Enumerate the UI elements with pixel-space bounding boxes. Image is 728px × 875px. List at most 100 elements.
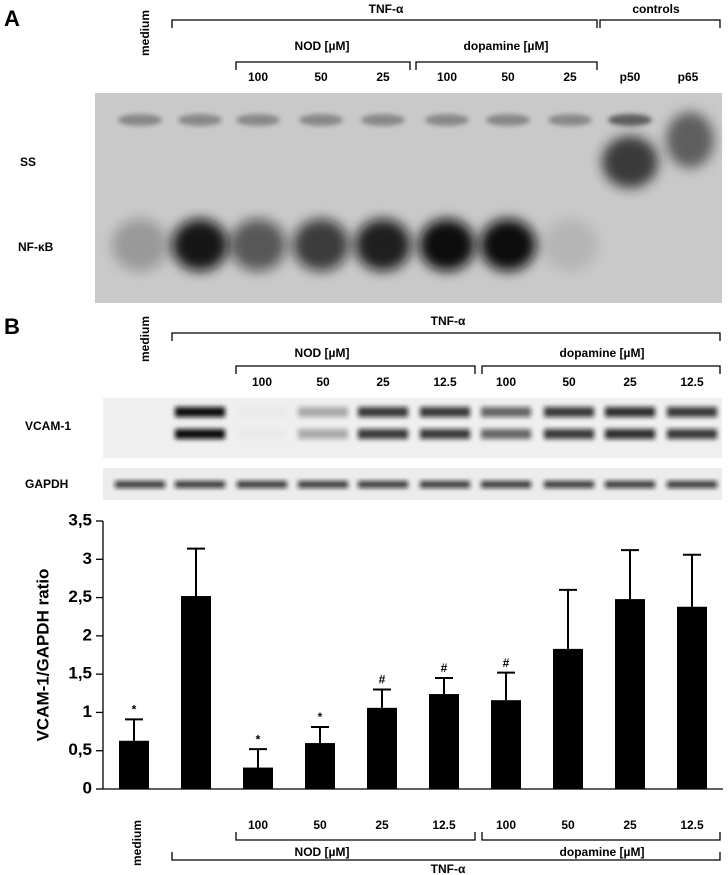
blot-band bbox=[298, 429, 348, 439]
blot-band bbox=[358, 429, 408, 439]
lane-label: 12.5 bbox=[680, 375, 704, 389]
band-label: NF-κB bbox=[18, 240, 54, 254]
lane-label: 100 bbox=[496, 375, 516, 389]
x-tick-label: 100 bbox=[496, 818, 516, 832]
band-label: SS bbox=[20, 155, 36, 169]
blot-band bbox=[237, 429, 287, 439]
x-tick-label: 50 bbox=[313, 818, 327, 832]
blot-band bbox=[667, 429, 717, 439]
x-tick-label: 12.5 bbox=[432, 818, 456, 832]
gel-band bbox=[118, 114, 162, 126]
y-tick-label: 3,5 bbox=[68, 510, 92, 529]
gel-band bbox=[548, 114, 592, 126]
lane-label: 50 bbox=[562, 375, 576, 389]
gel-band bbox=[602, 136, 658, 188]
blot-band bbox=[605, 429, 655, 439]
bracket bbox=[171, 19, 721, 70]
lane-label: 25 bbox=[376, 375, 390, 389]
lane-label: 25 bbox=[376, 70, 390, 84]
lane-label: 100 bbox=[248, 70, 268, 84]
blot-band bbox=[175, 407, 225, 417]
blot-band bbox=[420, 407, 470, 417]
blot-band bbox=[544, 429, 594, 439]
lane-label: 25 bbox=[623, 375, 637, 389]
x-tick-label: 25 bbox=[375, 818, 389, 832]
bar bbox=[615, 599, 645, 789]
y-axis-label: VCAM-1/GAPDH ratio bbox=[33, 569, 52, 742]
bar bbox=[367, 707, 397, 789]
blot-band bbox=[544, 407, 594, 417]
lane-label: p50 bbox=[620, 70, 641, 84]
gel-band bbox=[172, 219, 228, 271]
group-label: NOD [µM] bbox=[295, 845, 350, 859]
gel-band bbox=[230, 219, 286, 271]
lane-label: 100 bbox=[437, 70, 457, 84]
annotation: * bbox=[256, 732, 261, 746]
bracket bbox=[171, 332, 721, 374]
blot-band bbox=[481, 481, 531, 488]
group-label: controls bbox=[632, 2, 680, 16]
group-label: dopamine [µM] bbox=[560, 845, 645, 859]
lane-label: 50 bbox=[316, 375, 330, 389]
annotation: # bbox=[503, 656, 510, 670]
lane-label: medium bbox=[138, 316, 152, 362]
gel-band bbox=[299, 114, 343, 126]
blot-band bbox=[175, 429, 225, 439]
gel-band bbox=[542, 219, 598, 271]
bar bbox=[181, 596, 211, 789]
x-tick-label: 25 bbox=[623, 818, 637, 832]
gel-band bbox=[112, 219, 168, 271]
group-label: NOD [µM] bbox=[295, 39, 350, 53]
blot-label: GAPDH bbox=[25, 477, 68, 491]
bracket bbox=[171, 832, 721, 861]
blot-band bbox=[667, 407, 717, 417]
error-bar bbox=[559, 588, 577, 649]
blot-band bbox=[420, 481, 470, 488]
gel-band bbox=[608, 114, 652, 126]
group-label: TNF-α bbox=[431, 314, 466, 328]
error-bar bbox=[249, 748, 267, 768]
blot-band bbox=[420, 429, 470, 439]
x-tick-label: medium bbox=[130, 820, 144, 866]
x-tick-label: 50 bbox=[561, 818, 575, 832]
blot-band bbox=[605, 407, 655, 417]
blot-band bbox=[544, 481, 594, 488]
blot-band bbox=[481, 429, 531, 439]
blot-band bbox=[605, 481, 655, 488]
blot-label: VCAM-1 bbox=[25, 419, 71, 433]
gel-band bbox=[236, 114, 280, 126]
gel-band bbox=[178, 114, 222, 126]
blot-band bbox=[175, 481, 225, 488]
panel-label: A bbox=[4, 6, 20, 31]
gel-band bbox=[361, 114, 405, 126]
gel-band bbox=[293, 219, 349, 271]
error-bar bbox=[435, 676, 453, 695]
lane-label: 100 bbox=[252, 375, 272, 389]
gel-band bbox=[480, 219, 536, 271]
error-bar bbox=[497, 671, 515, 701]
annotation: * bbox=[318, 710, 323, 724]
blot-band bbox=[667, 481, 717, 488]
blot-band bbox=[481, 407, 531, 417]
bar bbox=[491, 700, 521, 789]
error-bar bbox=[187, 547, 205, 597]
gel-band bbox=[486, 114, 530, 126]
gel-band bbox=[419, 219, 475, 271]
y-tick-label: 2 bbox=[83, 625, 92, 644]
group-label: dopamine [µM] bbox=[560, 346, 645, 360]
bar bbox=[119, 740, 149, 789]
blot-band bbox=[358, 407, 408, 417]
annotation: # bbox=[379, 673, 386, 687]
y-tick-label: 0,5 bbox=[68, 740, 92, 759]
bar bbox=[243, 767, 273, 789]
panel-label: B bbox=[4, 314, 20, 339]
x-tick-label: 100 bbox=[248, 818, 268, 832]
error-bar bbox=[125, 718, 143, 741]
error-bar bbox=[683, 553, 701, 607]
blot-band bbox=[115, 481, 165, 488]
lane-label: 50 bbox=[501, 70, 515, 84]
gel-band bbox=[666, 112, 714, 168]
lane-label: medium bbox=[138, 10, 152, 56]
lane-label: 50 bbox=[314, 70, 328, 84]
lane-label: p65 bbox=[678, 70, 699, 84]
